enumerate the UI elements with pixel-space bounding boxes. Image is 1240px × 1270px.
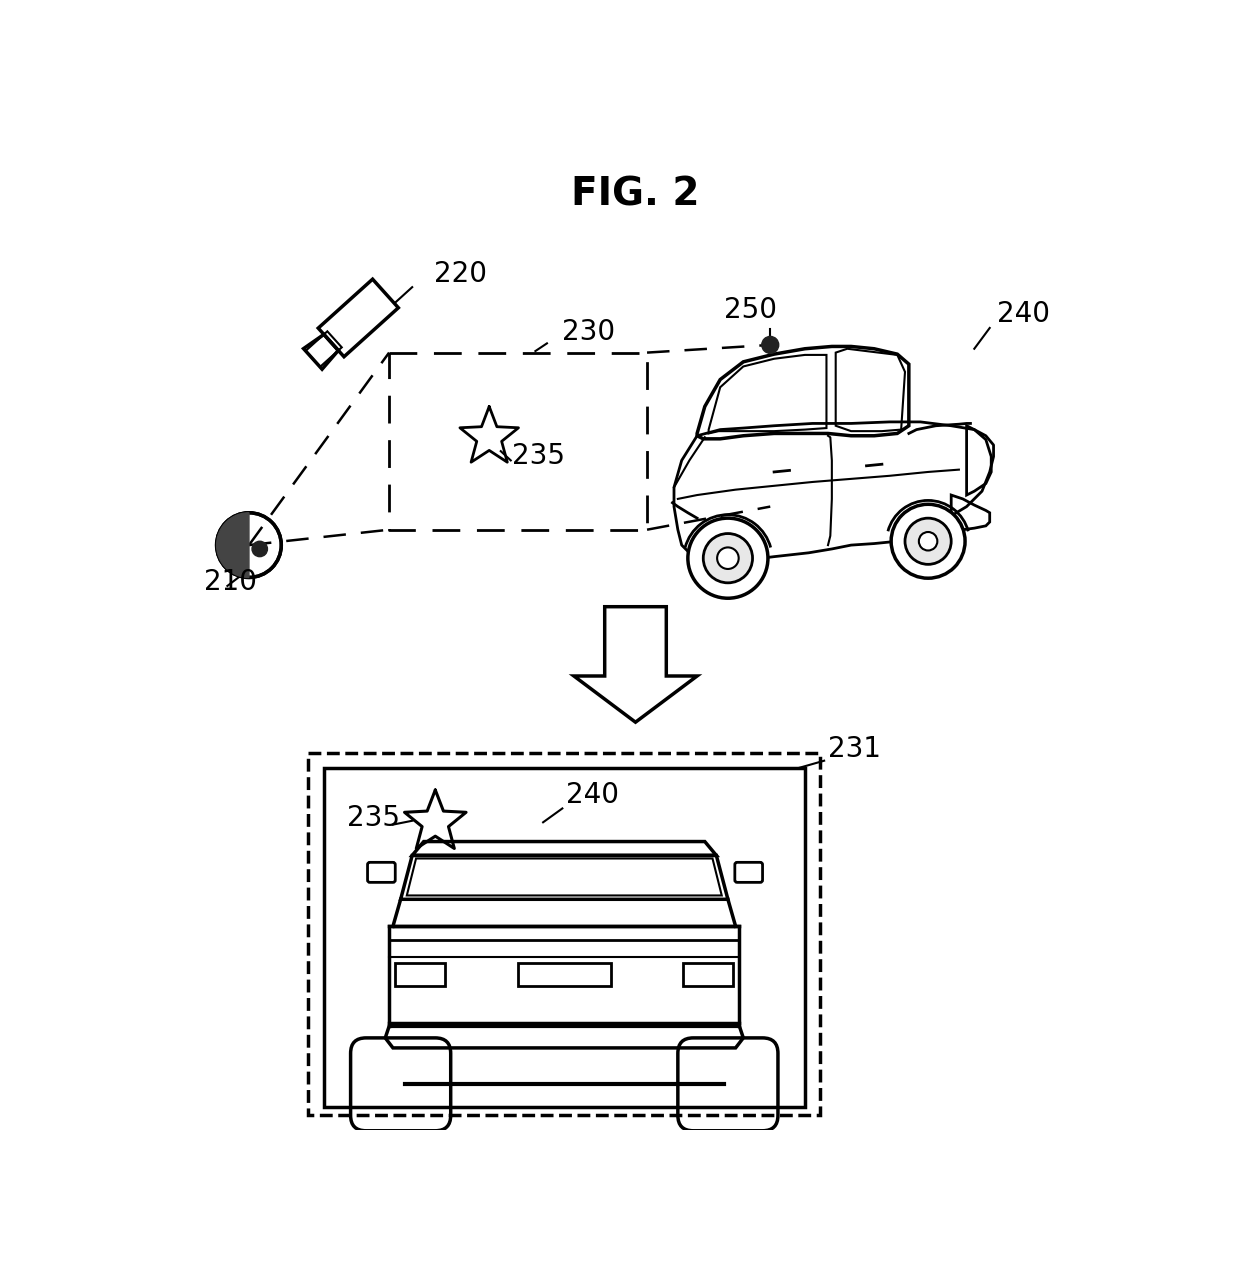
Circle shape — [919, 532, 937, 550]
Text: 235: 235 — [347, 804, 399, 832]
Bar — [309, 753, 821, 1115]
Text: 231: 231 — [828, 735, 880, 763]
Bar — [518, 963, 611, 987]
Text: 230: 230 — [563, 318, 615, 345]
Circle shape — [252, 541, 268, 556]
Text: 250: 250 — [724, 296, 777, 324]
Circle shape — [892, 504, 965, 578]
Text: 220: 220 — [434, 260, 487, 288]
Bar — [396, 963, 445, 987]
Circle shape — [688, 518, 768, 598]
Circle shape — [717, 547, 739, 569]
Bar — [324, 768, 805, 1107]
Text: 210: 210 — [205, 568, 257, 596]
Text: 240: 240 — [997, 300, 1050, 328]
Polygon shape — [574, 607, 697, 723]
Text: 240: 240 — [567, 781, 619, 809]
Polygon shape — [217, 513, 249, 578]
Text: 235: 235 — [512, 442, 565, 470]
Text: FIG. 2: FIG. 2 — [572, 175, 699, 213]
Circle shape — [905, 518, 951, 564]
Circle shape — [217, 513, 281, 578]
Circle shape — [703, 533, 753, 583]
Circle shape — [761, 337, 779, 353]
Bar — [683, 963, 733, 987]
